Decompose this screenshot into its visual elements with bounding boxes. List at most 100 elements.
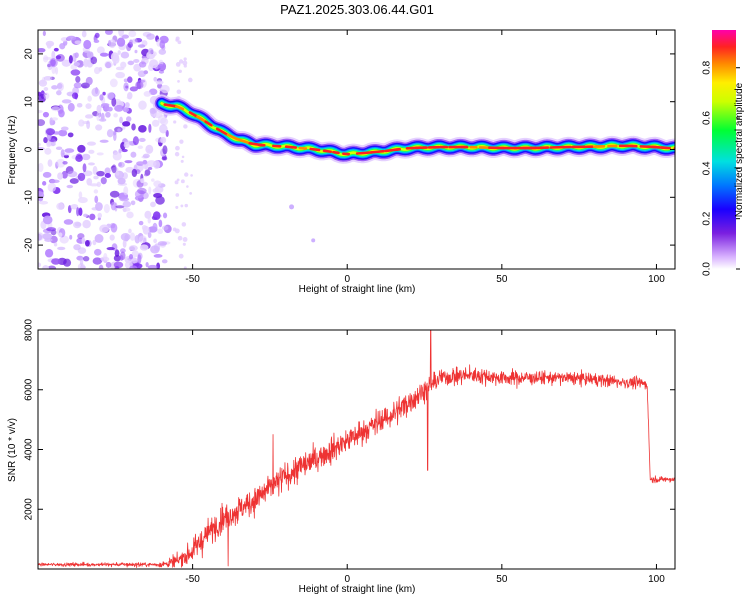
noise-blob <box>53 242 58 247</box>
noise-blob <box>59 42 66 50</box>
noise-blob <box>175 36 180 41</box>
noise-blob <box>143 173 149 177</box>
noise-blob <box>147 231 152 239</box>
noise-blob <box>58 109 65 118</box>
noise-blob <box>55 66 59 75</box>
noise-blob <box>75 154 83 162</box>
noise-blob <box>73 221 82 229</box>
noise-blob <box>104 167 111 175</box>
noise-blob <box>49 58 58 68</box>
noise-blob <box>94 32 100 38</box>
noise-blob <box>43 75 53 81</box>
noise-blob <box>63 219 74 225</box>
noise-blob <box>129 265 138 269</box>
noise-blob <box>56 82 63 90</box>
noise-blob <box>113 132 117 141</box>
noise-blob <box>148 123 152 133</box>
noise-blob <box>97 212 103 219</box>
noise-blob <box>127 60 135 66</box>
ridge-peak <box>355 151 374 155</box>
noise-blob <box>126 116 132 123</box>
noise-blob <box>77 144 86 153</box>
noise-blob <box>87 162 95 166</box>
noise-blob <box>157 63 165 69</box>
noise-blob <box>137 70 146 78</box>
noise-blob <box>189 191 193 195</box>
noise-blob <box>105 261 112 268</box>
noise-blob <box>137 145 144 150</box>
colorbar-tick-label: 0.4 <box>702 161 713 175</box>
snr-xlabel: Height of straight line (km) <box>299 584 416 595</box>
x-tick-label: 0 <box>344 274 350 285</box>
noise-blob <box>59 235 69 244</box>
colorbar-tick-label: 0.6 <box>702 111 713 125</box>
noise-blob <box>177 235 183 241</box>
ridge-peak <box>175 105 185 111</box>
noise-blob <box>139 244 149 251</box>
noise-blob <box>178 253 184 259</box>
noise-blob <box>51 106 61 112</box>
noise-blob <box>133 59 140 63</box>
noise-blob <box>113 113 118 118</box>
noise-blob <box>82 170 93 177</box>
ridge-peak <box>298 146 308 150</box>
noise-blob <box>73 82 82 89</box>
noise-blob <box>152 188 160 194</box>
noise-blob <box>138 100 147 110</box>
y-tick-label: 6000 <box>24 378 35 401</box>
noise-blob <box>105 111 111 118</box>
noise-blob <box>158 48 167 55</box>
noise-blob <box>153 243 161 252</box>
noise-blob <box>148 186 152 195</box>
noise-blob <box>62 160 68 165</box>
noise-blob <box>70 69 81 76</box>
y-tick-label: -10 <box>24 190 35 205</box>
noise-blob <box>120 51 130 59</box>
noise-blob <box>51 258 61 265</box>
noise-blob <box>56 202 64 210</box>
noise-blob <box>134 234 141 244</box>
ridge-peak <box>322 149 333 154</box>
noise-blob <box>81 237 86 245</box>
noise-blob <box>104 30 113 35</box>
noise-blob <box>116 37 126 47</box>
noise-blob <box>38 233 43 241</box>
noise-blob <box>117 105 123 110</box>
noise-blob <box>85 76 93 86</box>
noise-blob <box>138 125 147 133</box>
noise-blob <box>70 203 79 210</box>
noise-blob <box>130 151 137 158</box>
noise-blob <box>181 155 185 159</box>
noise-blob <box>180 179 185 184</box>
noise-blob <box>174 228 180 234</box>
noise-blob <box>122 121 131 127</box>
noise-blob <box>117 177 126 185</box>
noise-blob <box>49 179 60 184</box>
noise-blob <box>178 69 182 74</box>
noise-blob <box>61 170 68 179</box>
noise-blob <box>51 50 56 60</box>
noise-blob <box>55 146 63 151</box>
noise-blob <box>122 207 127 213</box>
noise-blob <box>93 66 101 75</box>
noise-blob <box>63 154 69 159</box>
noise-blob <box>157 228 163 235</box>
spectrogram-noise <box>38 30 316 269</box>
noise-blob <box>160 84 170 94</box>
noise-blob <box>131 123 136 131</box>
noise-blob <box>64 148 75 153</box>
noise-blob <box>91 87 100 97</box>
noise-blob <box>57 257 67 266</box>
noise-blob <box>99 94 104 101</box>
noise-blob <box>181 222 187 227</box>
noise-blob <box>122 172 128 180</box>
noise-blob <box>106 129 114 138</box>
noise-blob <box>100 177 107 185</box>
noise-blob <box>117 50 121 55</box>
noise-blob <box>77 197 88 204</box>
noise-blob <box>132 136 139 146</box>
x-tick-label: 100 <box>648 274 665 285</box>
noise-blob <box>82 256 90 262</box>
noise-blob <box>182 237 188 242</box>
